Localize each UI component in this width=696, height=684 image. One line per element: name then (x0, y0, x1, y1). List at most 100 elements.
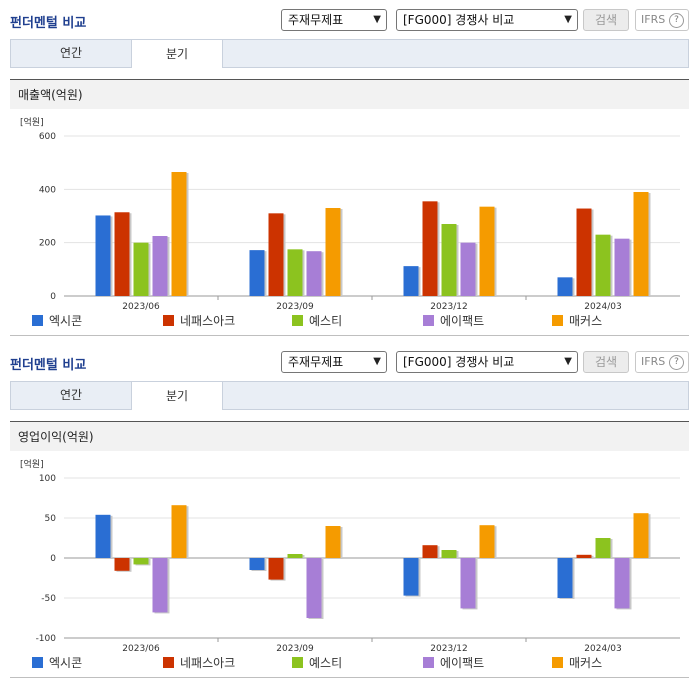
bar-예스티 (133, 558, 149, 565)
bar-에이팩트 (614, 558, 630, 609)
bar-에이팩트 (460, 558, 476, 609)
search-button[interactable]: 검색 (583, 9, 629, 31)
ifrs-badge[interactable]: IFRS ? (635, 9, 689, 31)
legend-swatch (423, 315, 434, 326)
bar-엑시콘 (557, 558, 573, 598)
y-tick-label: 400 (39, 185, 56, 195)
operating-profit-chart-svg: [억원] -100 -50 0 50 100 2023/06 2023/09 2023/12 20… (20, 458, 680, 654)
bar-매커스 (479, 206, 495, 296)
bar-매커스 (633, 513, 649, 558)
comparison-group-select[interactable]: [FG000] 경쟁사 비교 ▼ (396, 351, 578, 373)
legend-item[interactable]: 에이팩트 (423, 312, 484, 330)
y-tick-label: -100 (36, 634, 57, 644)
tab-quarterly[interactable]: 분기 (131, 39, 223, 68)
tab-quarterly[interactable]: 분기 (131, 381, 223, 410)
metric-title: 매출액(억원) (10, 79, 689, 109)
comparison-group-select[interactable]: [FG000] 경쟁사 비교 ▼ (396, 9, 578, 31)
chart-legend: 엑시콘 네패스아크 예스티 에이팩트 매커스 (0, 312, 696, 330)
bar-예스티 (287, 249, 303, 296)
bar-예스티 (595, 234, 611, 296)
legend-label: 네패스아크 (180, 314, 236, 328)
unit-label: [억원] (20, 116, 44, 128)
bar-에이팩트 (152, 558, 168, 613)
legend-label: 예스티 (309, 314, 343, 328)
legend-item[interactable]: 예스티 (292, 312, 342, 330)
bar-에이팩트 (614, 238, 630, 296)
help-icon[interactable]: ? (669, 355, 684, 370)
legend-item[interactable]: 네패스아크 (163, 654, 235, 672)
legend-swatch (292, 657, 303, 668)
metric-title: 영업이익(억원) (10, 421, 689, 451)
x-tick-label: 2023/09 (276, 302, 314, 312)
bar-매커스 (479, 525, 495, 558)
statement-type-select[interactable]: 주재무제표 ▼ (281, 9, 387, 31)
ifrs-label: IFRS (641, 13, 666, 26)
y-tick-label: 0 (50, 292, 56, 302)
chevron-down-icon: ▼ (373, 14, 381, 25)
statement-type-value: 주재무제표 (288, 355, 344, 369)
bar-예스티 (441, 550, 457, 558)
bar-매커스 (633, 192, 649, 296)
bar-예스티 (595, 538, 611, 558)
ifrs-label: IFRS (641, 355, 666, 368)
x-tick-label: 2023/06 (122, 644, 160, 654)
fundamental-section-1: 펀더멘털 비교 주재무제표 ▼ [FG000] 경쟁사 비교 ▼ 검색 IFRS… (0, 9, 696, 342)
bar-에이팩트 (152, 236, 168, 296)
bar-매커스 (325, 526, 341, 558)
comparison-group-value: [FG000] 경쟁사 비교 (403, 355, 515, 369)
bar-매커스 (171, 172, 187, 296)
bar-엑시콘 (557, 277, 573, 296)
tab-annual[interactable]: 연간 (59, 388, 83, 402)
fundamental-section-2: 펀더멘털 비교 주재무제표 ▼ [FG000] 경쟁사 비교 ▼ 검색 IFRS… (0, 342, 696, 684)
legend-item[interactable]: 엑시콘 (32, 654, 82, 672)
statement-type-value: 주재무제표 (288, 13, 344, 27)
bar-네패스아크 (576, 554, 592, 558)
bar-엑시콘 (95, 514, 111, 558)
chevron-down-icon: ▼ (564, 356, 572, 367)
y-tick-label: 600 (39, 132, 56, 142)
legend-swatch (552, 657, 563, 668)
bar-네패스아크 (576, 208, 592, 296)
statement-type-select[interactable]: 주재무제표 ▼ (281, 351, 387, 373)
legend-swatch (163, 315, 174, 326)
chevron-down-icon: ▼ (564, 14, 572, 25)
bar-네패스아크 (422, 201, 438, 296)
bar-네패스아크 (114, 212, 130, 296)
section-title: 펀더멘털 비교 (10, 16, 87, 31)
legend-label: 네패스아크 (180, 656, 236, 670)
legend-swatch (32, 315, 43, 326)
tab-annual[interactable]: 연간 (59, 46, 83, 60)
bar-엑시콘 (95, 215, 111, 296)
bar-네패스아크 (422, 545, 438, 558)
divider (10, 677, 689, 678)
legend-swatch (292, 315, 303, 326)
legend-item[interactable]: 매커스 (552, 654, 602, 672)
x-tick-label: 2024/03 (584, 644, 621, 654)
section-header: 펀더멘털 비교 주재무제표 ▼ [FG000] 경쟁사 비교 ▼ 검색 IFRS… (0, 342, 696, 380)
legend-item[interactable]: 매커스 (552, 312, 602, 330)
revenue-chart-svg: [억원] 0 200 400 600 2023/06 2023/09 2023/12 2024/… (20, 116, 680, 312)
section-title: 펀더멘털 비교 (10, 358, 87, 373)
chevron-down-icon: ▼ (373, 356, 381, 367)
bar-네패스아크 (114, 558, 130, 571)
bar-에이팩트 (460, 242, 476, 296)
ifrs-badge[interactable]: IFRS ? (635, 351, 689, 373)
bar-매커스 (325, 208, 341, 296)
period-tabs: 연간 분기 (10, 381, 689, 410)
help-icon[interactable]: ? (669, 13, 684, 28)
x-tick-label: 2023/12 (430, 644, 467, 654)
legend-item[interactable]: 네패스아크 (163, 312, 235, 330)
legend-label: 에이팩트 (440, 656, 485, 670)
legend-label: 매커스 (569, 314, 603, 328)
legend-swatch (423, 657, 434, 668)
legend-item[interactable]: 엑시콘 (32, 312, 82, 330)
comparison-group-value: [FG000] 경쟁사 비교 (403, 13, 515, 27)
chart-legend: 엑시콘 네패스아크 예스티 에이팩트 매커스 (0, 654, 696, 672)
legend-item[interactable]: 예스티 (292, 654, 342, 672)
legend-label: 엑시콘 (49, 656, 83, 670)
revenue-chart: [억원] 0 200 400 600 2023/06 2023/09 2023/12 2024/… (0, 112, 696, 342)
legend-item[interactable]: 에이팩트 (423, 654, 484, 672)
x-tick-label: 2023/06 (122, 302, 160, 312)
search-button[interactable]: 검색 (583, 351, 629, 373)
x-tick-label: 2023/12 (430, 302, 467, 312)
